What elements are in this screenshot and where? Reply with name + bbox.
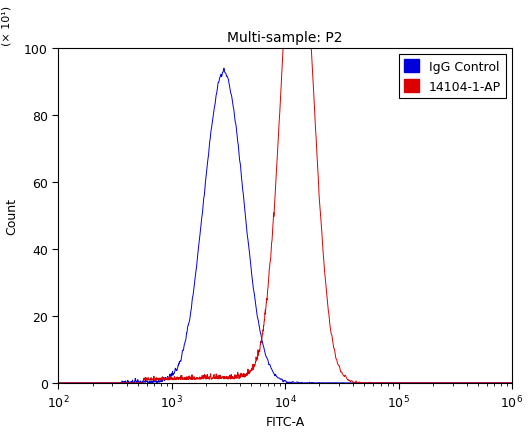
IgG Control (55, 380, 61, 385)
Y-axis label: Count: Count (6, 197, 19, 234)
IgG Control (250, 282, 256, 287)
Legend: IgG Control, 14104-1-AP: IgG Control, 14104-1-AP (398, 55, 506, 99)
IgG Control (385, 380, 391, 385)
Line: IgG Control: IgG Control (58, 69, 512, 383)
14104-1-AP (495, 380, 501, 385)
IgG Control (509, 380, 515, 385)
14104-1-AP (472, 380, 479, 385)
IgG Control (246, 248, 252, 253)
14104-1-AP (271, 213, 277, 218)
Text: (× 10¹): (× 10¹) (1, 6, 11, 46)
14104-1-AP (58, 380, 64, 385)
14104-1-AP (509, 380, 515, 385)
IgG Control (56, 380, 62, 385)
X-axis label: FITC-A: FITC-A (266, 415, 305, 428)
Title: Multi-sample: P2: Multi-sample: P2 (227, 31, 343, 45)
14104-1-AP (55, 380, 61, 385)
IgG Control (271, 372, 277, 377)
14104-1-AP (246, 370, 252, 375)
14104-1-AP (385, 380, 391, 385)
IgG Control (495, 380, 501, 385)
IgG Control (472, 380, 479, 385)
14104-1-AP (250, 363, 256, 368)
Line: 14104-1-AP: 14104-1-AP (58, 0, 512, 383)
IgG Control (221, 66, 227, 72)
